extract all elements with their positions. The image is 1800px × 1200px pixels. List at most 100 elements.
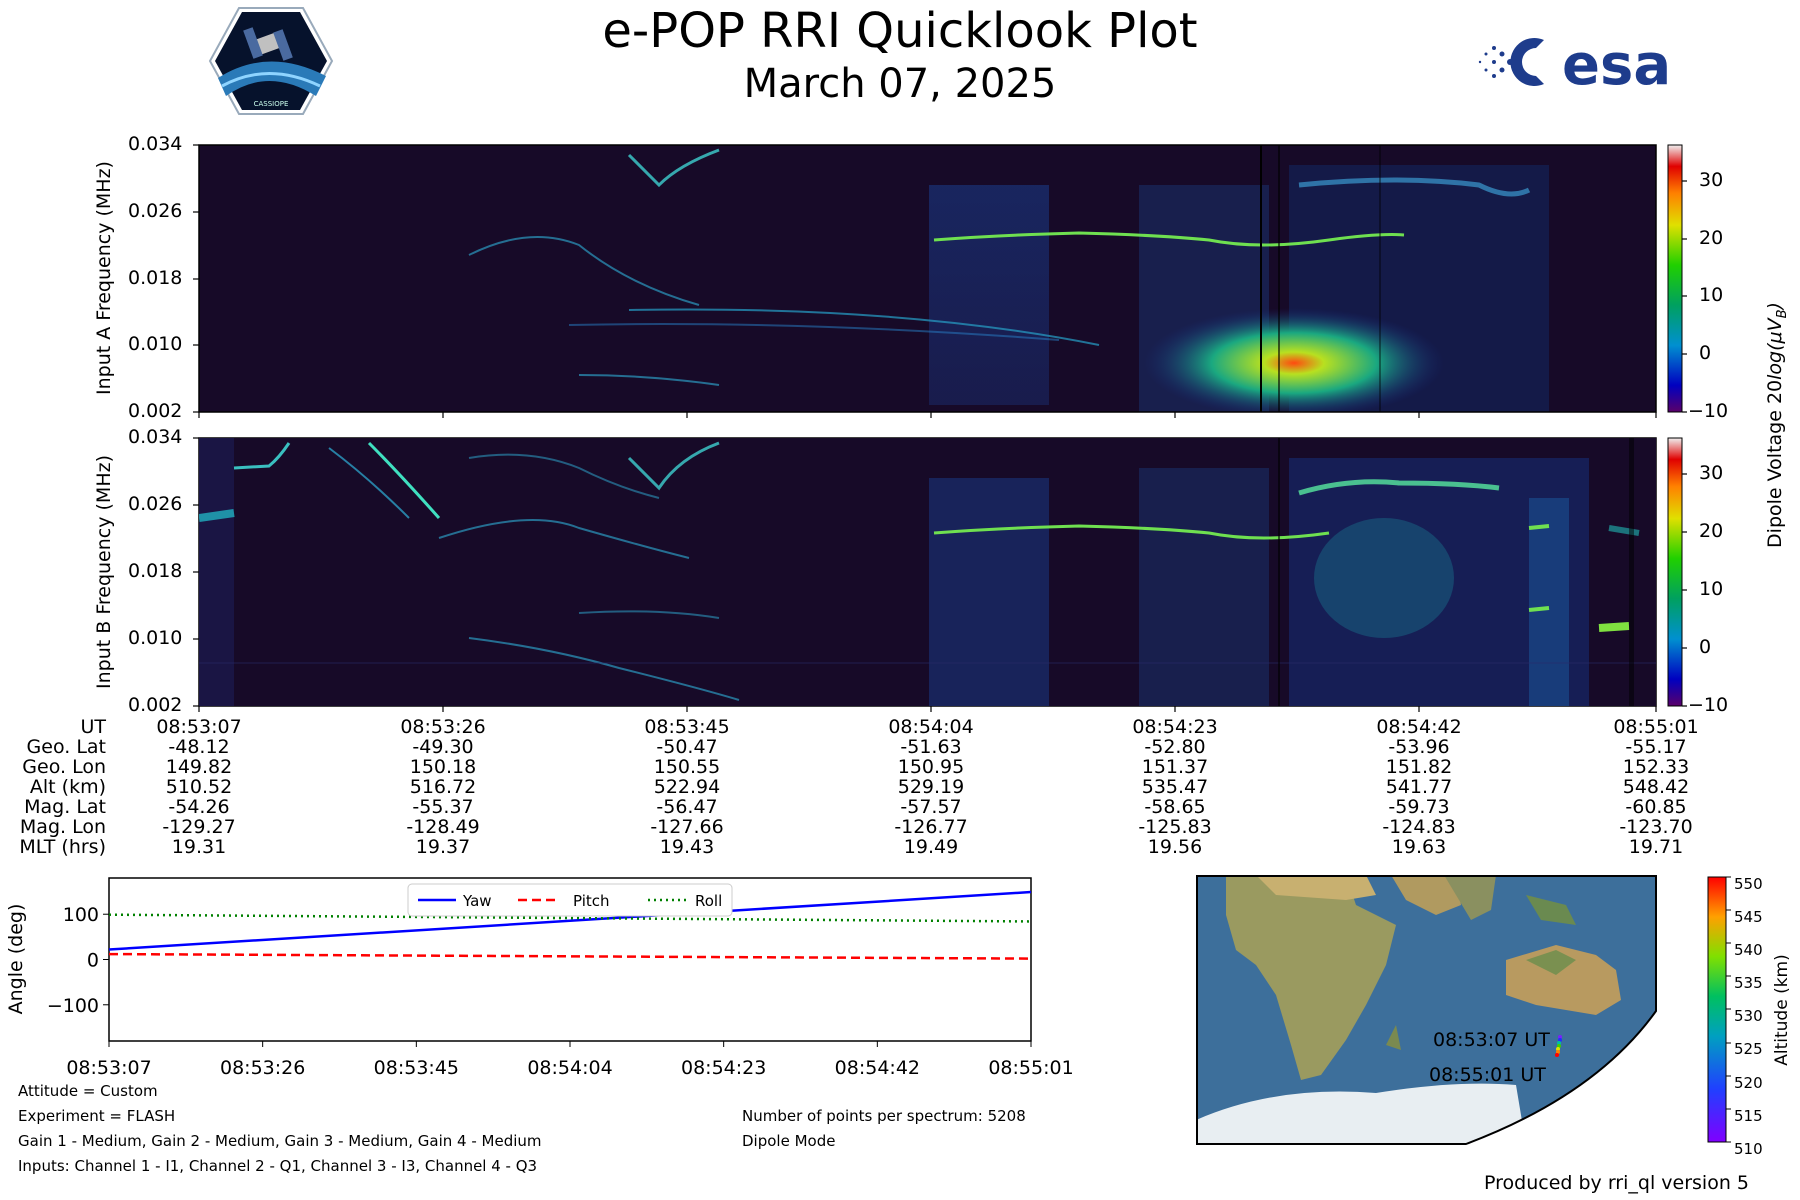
altitude-ticks: 550 545 540 535 530 525 520 515 510 — [1734, 868, 1763, 1166]
ephemeris-cell: -127.66 — [650, 816, 724, 838]
info-inputs: Inputs: Channel 1 - I1, Channel 2 - Q1, … — [18, 1157, 538, 1175]
info-attitude: Attitude = Custom — [18, 1082, 158, 1100]
ephemeris-cell: 150.18 — [409, 756, 477, 778]
voltage-colorbar-label: Dipole Voltage 20log(μVB) — [1764, 302, 1790, 548]
ephemeris-cell: -54.26 — [168, 796, 230, 818]
ephemeris-cell: 149.82 — [165, 756, 233, 778]
altitude-tick: 530 — [1734, 1007, 1763, 1026]
ephemeris-column: 08:54:23 -52.80 151.37 535.47 -58.65 -12… — [1115, 717, 1235, 857]
legend-yaw-label: Yaw — [462, 892, 492, 910]
spectrogram-a — [199, 145, 1656, 412]
attitude-chart: 100 0 −100 08:53:07 08:53:26 08:53:45 08:54:0… — [47, 877, 1074, 1079]
ephemeris-cell: 19.56 — [1147, 836, 1203, 858]
ephemeris-cell: 19.71 — [1628, 836, 1684, 858]
plot-date: March 07, 2025 — [743, 61, 1057, 107]
ephemeris-cell: -50.47 — [656, 736, 718, 758]
ephemeris-cell: 535.47 — [1141, 776, 1209, 798]
ephemeris-row-label: MLT (hrs) — [19, 836, 106, 858]
spec-b-ylabel: Input B Frequency (MHz) — [93, 455, 115, 689]
spec-a-ytick: 0.018 — [128, 267, 183, 289]
voltage-tick: 30 — [1699, 462, 1724, 484]
legend-roll-label: Roll — [695, 892, 722, 910]
info-points: Number of points per spectrum: 5208 — [742, 1107, 1026, 1125]
ephemeris-cell: -123.70 — [1619, 816, 1693, 838]
ephemeris-cell: 150.95 — [897, 756, 965, 778]
altitude-colorbar — [1707, 876, 1731, 1143]
ephemeris-cell: -49.30 — [412, 736, 474, 758]
ephemeris-cell: 08:53:45 — [644, 716, 730, 738]
voltage-tick: 0 — [1699, 636, 1712, 658]
ephemeris-cell: -48.12 — [168, 736, 230, 758]
altitude-tick: 545 — [1734, 908, 1763, 927]
ephemeris-cell: 150.55 — [653, 756, 721, 778]
ephemeris-cell: 548.42 — [1622, 776, 1690, 798]
esa-logo-text: esa — [1562, 33, 1671, 98]
spec-b-ytick: 0.034 — [128, 426, 183, 448]
ephemeris-cell: 08:53:07 — [156, 716, 242, 738]
ephemeris-cell: 522.94 — [653, 776, 721, 798]
spec-b-ytick: 0.002 — [128, 694, 183, 716]
track-start-label: 08:53:07 UT — [1433, 1029, 1550, 1051]
ephemeris-cell: -128.49 — [406, 816, 480, 838]
ephemeris-cell: -124.83 — [1382, 816, 1456, 838]
altitude-colorbar-label: Altitude (km) — [1772, 954, 1792, 1066]
y-tick-label: −100 — [47, 995, 99, 1017]
voltage-tick: 20 — [1699, 227, 1724, 249]
ephemeris-row-label: Geo. Lon — [22, 756, 106, 778]
ephemeris-cell: 08:53:26 — [400, 716, 486, 738]
ephemeris-column: 08:54:04 -51.63 150.95 529.19 -57.57 -12… — [871, 717, 991, 857]
ephemeris-column: 08:53:45 -50.47 150.55 522.94 -56.47 -12… — [627, 717, 747, 857]
voltage-tick: 10 — [1699, 578, 1724, 600]
x-tick-label: 08:54:42 — [835, 1057, 920, 1079]
ephemeris-cell: -59.73 — [1388, 796, 1450, 818]
spec-b-ytick: 0.010 — [128, 627, 183, 649]
info-experiment: Experiment = FLASH — [18, 1107, 176, 1125]
voltage-tick: −10 — [1688, 694, 1729, 716]
spec-b-ytick: 0.026 — [128, 493, 183, 515]
ephemeris-column: 08:54:42 -53.96 151.82 541.77 -59.73 -12… — [1359, 717, 1479, 857]
ephemeris-cell: 151.82 — [1385, 756, 1453, 778]
ephemeris-cell: 19.43 — [659, 836, 715, 858]
ephemeris-cell: 08:54:23 — [1132, 716, 1218, 738]
voltage-tick: 0 — [1699, 342, 1712, 364]
ephemeris-cell: 19.31 — [171, 836, 227, 858]
info-dipole-mode: Dipole Mode — [742, 1132, 836, 1150]
ephemeris-cell: 19.37 — [415, 836, 471, 858]
ephemeris-cell: 152.33 — [1622, 756, 1690, 778]
altitude-tick: 515 — [1734, 1106, 1763, 1125]
ephemeris-row-label: Mag. Lat — [24, 796, 106, 818]
y-tick-label: 0 — [87, 950, 99, 972]
x-tick-label: 08:54:04 — [527, 1057, 612, 1079]
ephemeris-cell: 529.19 — [897, 776, 965, 798]
ephemeris-cell: 516.72 — [409, 776, 477, 798]
series-line-roll — [108, 913, 1032, 923]
x-tick-label: 08:53:26 — [220, 1057, 305, 1079]
ground-track-map — [1196, 875, 1657, 1145]
ephemeris-cell: -51.63 — [900, 736, 962, 758]
track-end-label: 08:55:01 UT — [1429, 1064, 1546, 1086]
x-tick-label: 08:53:07 — [66, 1057, 151, 1079]
ephemeris-cell: -52.80 — [1144, 736, 1206, 758]
ephemeris-cell: -129.27 — [162, 816, 236, 838]
cassiope-logo: CASSIOPE — [208, 7, 334, 115]
ephemeris-column: 08:55:01 -55.17 152.33 548.42 -60.85 -12… — [1596, 717, 1716, 857]
x-tick-label: 08:54:23 — [681, 1057, 766, 1079]
legend-pitch-label: Pitch — [573, 892, 610, 910]
voltage-colorbars — [1667, 144, 1687, 707]
spec-a-ytick: 0.026 — [128, 200, 183, 222]
y-tick-label: 100 — [63, 904, 99, 926]
series-line-yaw — [108, 890, 1032, 951]
spec-a-ylabel: Input A Frequency (MHz) — [93, 161, 115, 395]
altitude-tick: 525 — [1734, 1040, 1763, 1059]
ephemeris-cell: 151.37 — [1141, 756, 1209, 778]
voltage-tick: 20 — [1699, 520, 1724, 542]
voltage-tick: −10 — [1688, 400, 1729, 422]
ephemeris-cell: 08:55:01 — [1613, 716, 1699, 738]
info-gains: Gain 1 - Medium, Gain 2 - Medium, Gain 3… — [18, 1132, 542, 1150]
ephemeris-cell: -125.83 — [1138, 816, 1212, 838]
ephemeris-row-label: Mag. Lon — [19, 816, 106, 838]
ground-track — [1555, 1035, 1562, 1057]
spectrogram-b — [199, 438, 1656, 706]
ephemeris-cell: -55.17 — [1625, 736, 1687, 758]
ephemeris-cell: -53.96 — [1388, 736, 1450, 758]
